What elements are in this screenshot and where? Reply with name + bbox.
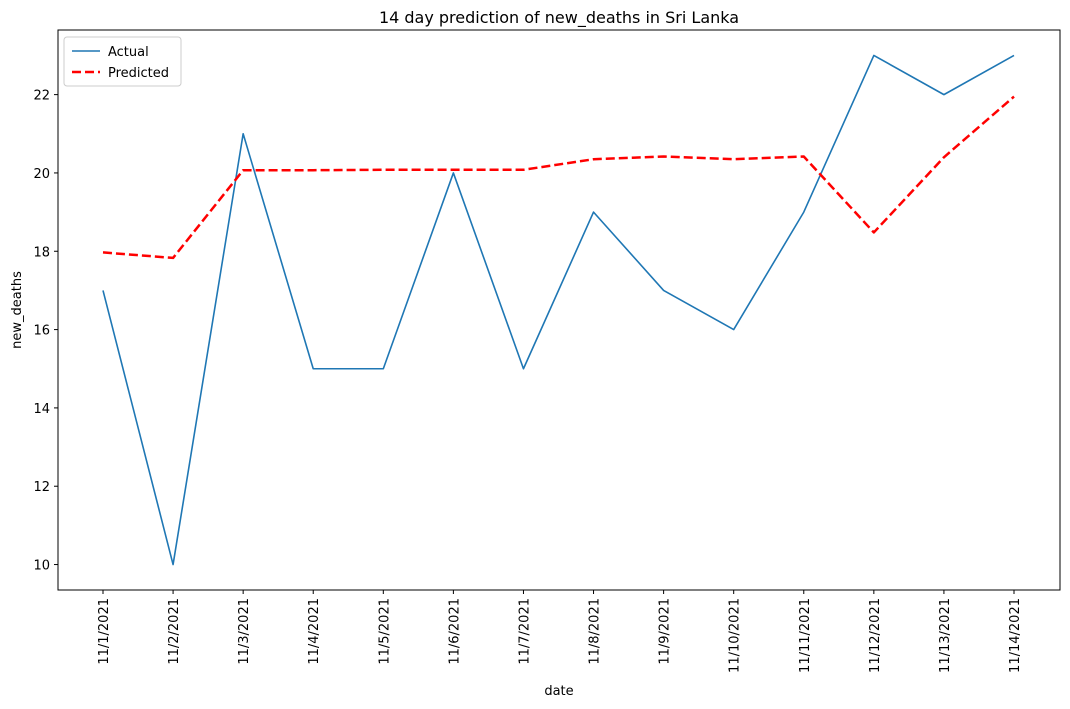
series-layer [102, 54, 1015, 566]
x-tick-label: 11/14/2021 [1008, 598, 1023, 673]
y-tick-label: 14 [33, 402, 50, 417]
x-tick-label: 11/7/2021 [517, 598, 532, 665]
x-tick-label: 11/8/2021 [588, 598, 603, 665]
x-tick-label: 11/4/2021 [307, 598, 322, 665]
chart-title: 14 day prediction of new_deaths in Sri L… [379, 8, 739, 28]
series-line-actual [102, 54, 1015, 566]
x-axis: 11/1/2021 11/2/2021 11/3/2021 11/4/2021 11/5… [97, 590, 1023, 673]
y-tick-label: 20 [33, 167, 50, 182]
legend-label-predicted: Predicted [108, 66, 169, 81]
y-tick-label: 16 [33, 324, 50, 339]
series-line-predicted [102, 95, 1015, 260]
y-axis: 10 12 14 16 18 20 22 [33, 89, 58, 574]
legend: Actual Predicted [63, 36, 182, 87]
x-tick-label: 11/9/2021 [658, 598, 673, 665]
y-tick-label: 18 [33, 245, 50, 260]
x-tick-label: 11/13/2021 [938, 598, 953, 673]
x-tick-label: 11/10/2021 [728, 598, 743, 673]
y-tick-label: 12 [33, 480, 50, 495]
plot-area-frame [57, 29, 1061, 591]
x-tick-label: 11/2/2021 [167, 598, 182, 665]
y-tick-label: 10 [33, 559, 50, 574]
legend-label-actual: Actual [108, 45, 149, 60]
x-axis-title: date [544, 684, 573, 699]
x-tick-label: 11/1/2021 [97, 598, 112, 665]
y-axis-title: new_deaths [10, 271, 25, 349]
y-tick-label: 22 [33, 89, 50, 104]
x-tick-label: 11/3/2021 [237, 598, 252, 665]
legend-box [63, 36, 182, 87]
x-tick-label: 11/11/2021 [798, 598, 813, 673]
x-tick-label: 11/5/2021 [377, 598, 392, 665]
x-tick-label: 11/12/2021 [868, 598, 883, 673]
x-tick-label: 11/6/2021 [447, 598, 462, 665]
